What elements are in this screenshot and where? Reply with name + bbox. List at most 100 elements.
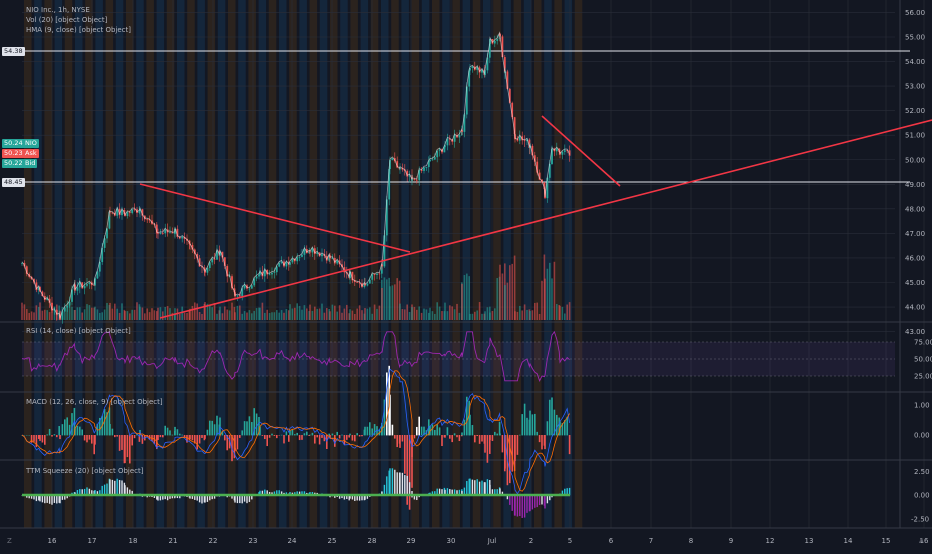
volume-bar bbox=[64, 312, 66, 320]
volume-bar bbox=[216, 314, 218, 320]
ttm-histogram-bar bbox=[106, 484, 107, 496]
ttm-histogram-bar bbox=[481, 481, 482, 496]
volume-bar bbox=[259, 308, 261, 320]
macd-histogram-bar bbox=[56, 435, 58, 437]
candle-body bbox=[89, 282, 91, 284]
volume-bar bbox=[367, 309, 369, 320]
candle-body bbox=[556, 148, 558, 151]
ttm-histogram-bar bbox=[472, 480, 473, 496]
volume-bar bbox=[286, 309, 288, 320]
candle-body bbox=[524, 140, 526, 141]
ttm-histogram-bar bbox=[474, 480, 475, 495]
time-axis-label: 12 bbox=[766, 537, 775, 545]
time-axis-label: 25 bbox=[328, 537, 337, 545]
volume-bar bbox=[421, 313, 423, 320]
macd-histogram-bar bbox=[447, 427, 449, 435]
session-shade bbox=[432, 0, 440, 528]
volume-bar bbox=[204, 302, 206, 320]
price-axis-label: 48.00 bbox=[905, 205, 925, 213]
volume-bar bbox=[157, 308, 159, 320]
quote-name-bid: Bid bbox=[23, 159, 37, 168]
macd-histogram-bar bbox=[371, 428, 373, 435]
candle-body bbox=[237, 295, 239, 296]
macd-histogram-bar bbox=[489, 435, 491, 440]
hma-legend[interactable]: HMA (9, close) [object Object] bbox=[26, 26, 131, 35]
volume-bar bbox=[214, 303, 216, 320]
macd-histogram-bar bbox=[514, 435, 516, 461]
macd-histogram-bar bbox=[164, 426, 166, 436]
timezone-toggle[interactable]: Z bbox=[7, 537, 12, 545]
rsi-legend[interactable]: RSI (14, close) [object Object] bbox=[26, 327, 131, 336]
macd-histogram-bar bbox=[341, 435, 343, 436]
macd-histogram-bar bbox=[416, 427, 418, 435]
macd-histogram-bar bbox=[129, 435, 131, 463]
macd-histogram-bar bbox=[264, 435, 266, 439]
ttm-histogram-bar bbox=[539, 495, 540, 505]
volume-bar bbox=[91, 308, 93, 320]
macd-histogram-bar bbox=[481, 435, 483, 442]
volume-bar bbox=[376, 309, 378, 320]
macd-histogram-bar bbox=[469, 415, 471, 436]
macd-legend[interactable]: MACD (12, 26, close, 9) [object Object] bbox=[26, 398, 163, 407]
candle-body bbox=[244, 285, 246, 288]
session-shade bbox=[106, 0, 114, 528]
volume-bar bbox=[224, 306, 226, 320]
session-shade bbox=[65, 0, 73, 528]
macd-histogram-bar bbox=[456, 435, 458, 437]
symbol-legend[interactable]: NIO Inc., 1h, NYSE bbox=[26, 6, 90, 15]
macd-histogram-bar bbox=[484, 435, 486, 453]
session-shade bbox=[330, 0, 338, 528]
volume-bar bbox=[514, 311, 516, 320]
session-shade bbox=[524, 0, 532, 528]
macd-histogram-bar bbox=[304, 433, 306, 435]
volume-bar bbox=[253, 311, 255, 320]
candle-body bbox=[169, 232, 171, 233]
session-shade bbox=[55, 0, 63, 528]
time-axis-label: 30 bbox=[447, 537, 456, 545]
macd-histogram-bar bbox=[451, 435, 453, 442]
volume-bar bbox=[169, 308, 171, 320]
volume-bar bbox=[369, 307, 371, 320]
upper-level-tag: 54.38 bbox=[2, 47, 25, 56]
volume-bar bbox=[142, 308, 144, 320]
ttm-histogram-bar bbox=[112, 480, 113, 495]
volume-bar bbox=[536, 303, 538, 320]
candle-body bbox=[432, 159, 434, 160]
volume-bar bbox=[344, 309, 346, 320]
time-axis-label: 9 bbox=[729, 537, 733, 545]
volume-bar bbox=[336, 312, 338, 320]
quote-price-nio: 50.24 bbox=[2, 139, 25, 148]
macd-histogram-bar bbox=[449, 435, 451, 439]
auto-scale-toggle[interactable]: A bbox=[919, 537, 924, 545]
volume-bar bbox=[489, 313, 491, 320]
candle-body bbox=[146, 219, 148, 220]
macd-histogram-bar bbox=[534, 414, 536, 435]
volume-bar bbox=[526, 310, 528, 320]
ttm-legend[interactable]: TTM Squeeze (20) [object Object] bbox=[26, 467, 144, 476]
macd-histogram-bar bbox=[169, 430, 171, 435]
volume-bar bbox=[429, 308, 431, 320]
volume-legend[interactable]: Vol (20) [object Object] bbox=[26, 16, 107, 25]
volume-bar bbox=[418, 306, 420, 320]
volume-bar bbox=[399, 304, 401, 320]
rsi-band bbox=[22, 342, 895, 376]
macd-histogram-bar bbox=[369, 422, 371, 435]
session-shade bbox=[44, 0, 52, 528]
volume-bar bbox=[167, 306, 169, 320]
macd-histogram-bar bbox=[499, 433, 501, 435]
macd-histogram-bar bbox=[332, 434, 334, 436]
time-axis-label: Jul bbox=[487, 537, 497, 545]
candle-body bbox=[256, 276, 258, 278]
quote-name-ask: Ask bbox=[23, 149, 39, 158]
volume-bar bbox=[556, 304, 558, 320]
candle-body bbox=[494, 41, 496, 44]
volume-bar bbox=[449, 305, 451, 320]
volume-bar bbox=[86, 304, 88, 320]
candle-body bbox=[211, 259, 213, 263]
volume-bar bbox=[476, 310, 478, 320]
time-axis-label: 2 bbox=[529, 537, 533, 545]
volume-bar bbox=[481, 314, 483, 320]
volume-bar bbox=[94, 307, 96, 320]
volume-bar bbox=[396, 278, 398, 320]
ttm-histogram-bar bbox=[489, 485, 490, 495]
